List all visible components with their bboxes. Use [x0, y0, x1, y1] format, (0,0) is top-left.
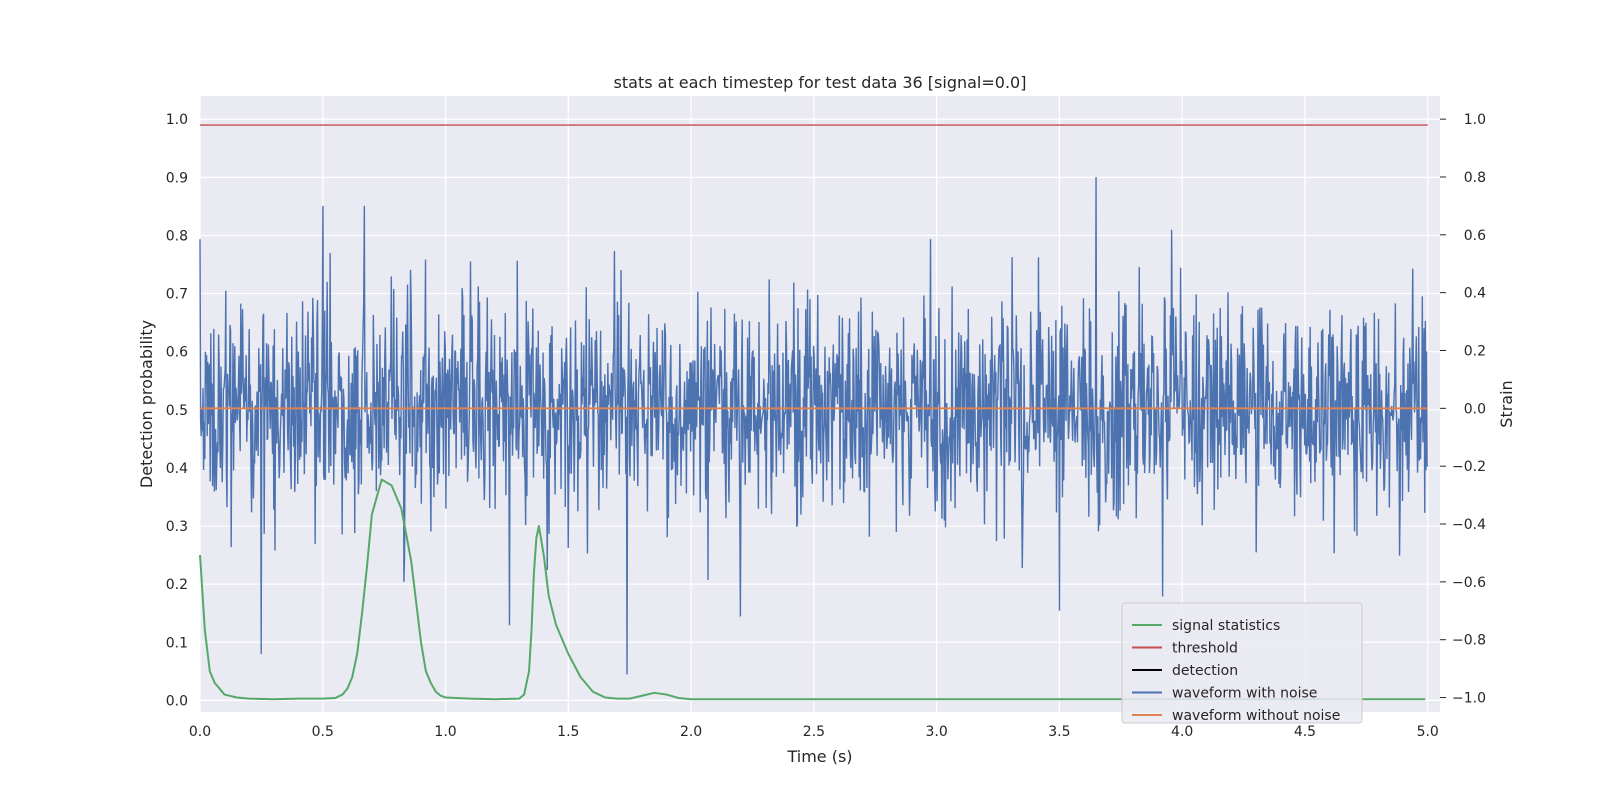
y-right-tick-label: −0.6 [1452, 575, 1486, 591]
x-axis-label: Time (s) [786, 747, 852, 766]
y-tick-label: 0.4 [166, 461, 188, 477]
y-right-tick-label: 0.2 [1464, 343, 1486, 359]
y-tick-label: 0.3 [166, 519, 188, 535]
series-layer [199, 124, 1429, 701]
legend-label: signal statistics [1172, 618, 1280, 634]
y-right-tick-label: 0.0 [1464, 401, 1486, 417]
y-tick-label: 0.8 [166, 228, 188, 244]
y-tick-label: 0.9 [166, 170, 188, 186]
legend-label: waveform without noise [1172, 708, 1340, 724]
chart-title: stats at each timestep for test data 36 … [614, 73, 1027, 92]
y-axis-left: 0.0 0.1 0.2 0.3 0.4 0.5 0.6 0.7 0.8 0.9 1.0 [166, 112, 188, 709]
y-tick-label: 0.0 [166, 693, 188, 709]
y-tick-label: 0.6 [166, 345, 188, 361]
x-tick-label: 0.0 [189, 724, 211, 740]
y-right-tick-label: 0.6 [1464, 228, 1486, 244]
legend-label: detection [1172, 663, 1238, 679]
x-tick-label: 4.0 [1171, 724, 1193, 740]
series-waveform-with-noise [199, 176, 1429, 675]
y-right-tick-label: 0.8 [1464, 170, 1486, 186]
y-tick-label: 0.7 [166, 287, 188, 303]
x-axis: 0.0 0.5 1.0 1.5 2.0 2.5 3.0 3.5 4.0 4.5 5.0 [189, 724, 1439, 740]
x-tick-label: 2.5 [803, 724, 825, 740]
y-axis-label: Detection probability [137, 320, 156, 488]
x-tick-label: 1.5 [557, 724, 579, 740]
x-tick-label: 2.0 [680, 724, 702, 740]
y-tick-label: 0.2 [166, 577, 188, 593]
legend-label: waveform with noise [1172, 686, 1317, 702]
x-tick-label: 0.5 [312, 724, 334, 740]
y-tick-label: 1.0 [166, 112, 188, 128]
y-axis-right: −1.0 −0.8 −0.6 −0.4 −0.2 0.0 0.2 0.4 0.6 0.8 1.0 [1440, 112, 1486, 707]
y-right-tick-label: −0.2 [1452, 459, 1486, 475]
y-right-tick-label: 1.0 [1464, 112, 1486, 128]
x-tick-label: 4.5 [1294, 724, 1316, 740]
series-signal-statistics [199, 478, 1426, 701]
y-right-tick-label: −0.8 [1452, 633, 1486, 649]
x-tick-label: 3.0 [926, 724, 948, 740]
x-tick-label: 5.0 [1417, 724, 1439, 740]
y-tick-label: 0.1 [166, 635, 188, 651]
y-right-tick-label: 0.4 [1464, 286, 1486, 302]
x-tick-label: 3.5 [1048, 724, 1070, 740]
x-tick-label: 1.0 [434, 724, 456, 740]
y-tick-label: 0.5 [166, 403, 188, 419]
legend-label: threshold [1172, 641, 1238, 657]
legend-box [1121, 602, 1363, 724]
y-axis-label-right: Strain [1497, 380, 1516, 427]
y-right-tick-label: −1.0 [1452, 691, 1486, 707]
legend: signal statistics threshold detection wavef… [1121, 602, 1363, 724]
y-right-tick-label: −0.4 [1452, 517, 1486, 533]
